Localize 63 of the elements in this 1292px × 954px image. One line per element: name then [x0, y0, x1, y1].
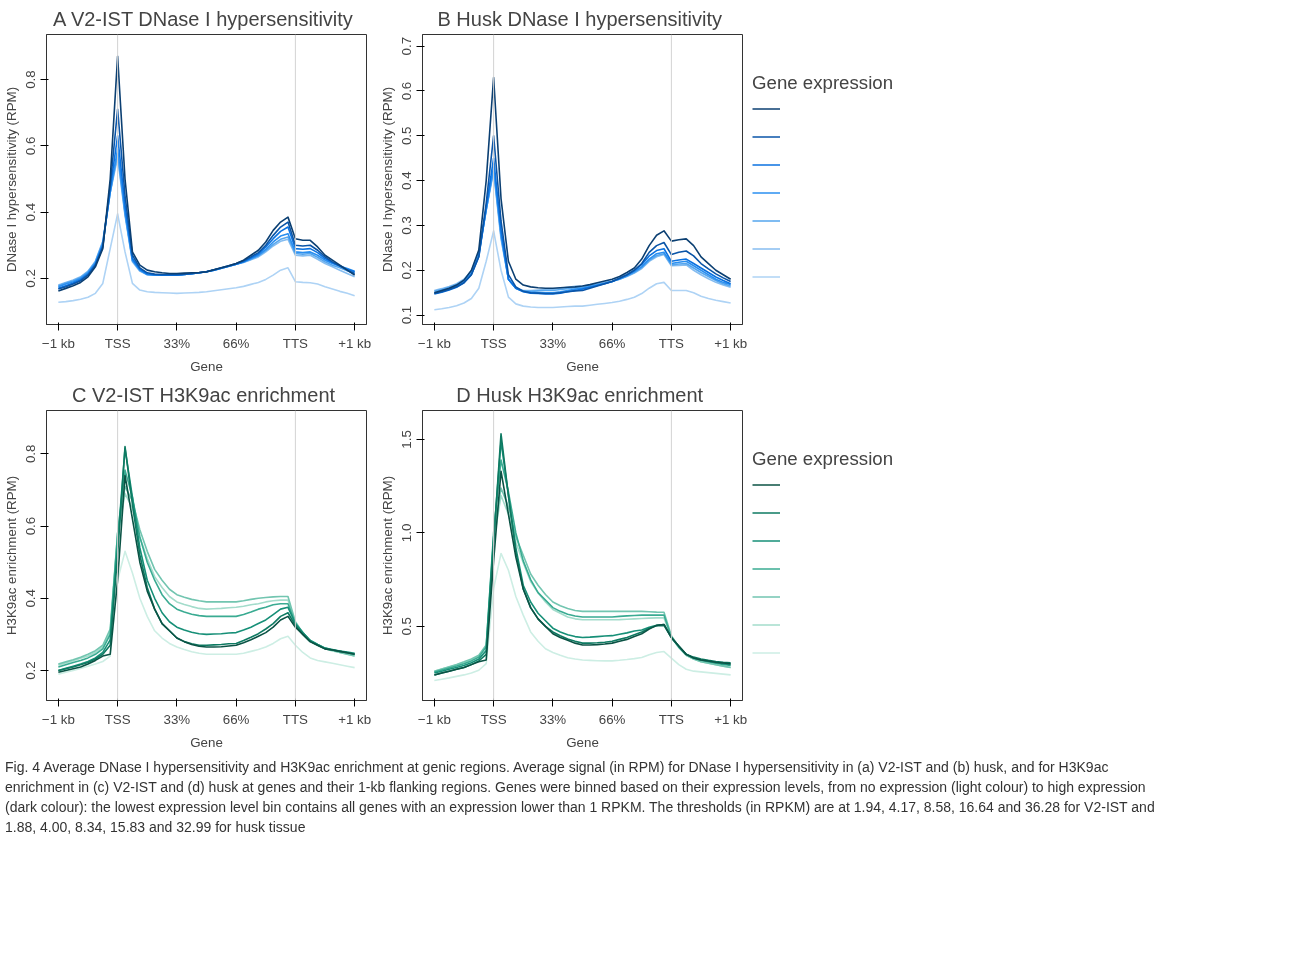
x-tick-label: 66%	[222, 335, 250, 351]
x-tick-label: 33%	[539, 335, 567, 351]
x-tick-label: +1 kb	[714, 335, 748, 351]
x-tick-label: TSS	[104, 335, 131, 351]
y-tick-label: 0.4	[23, 588, 39, 608]
x-tick-label: TTS	[658, 711, 685, 727]
legend-title: Gene expression	[752, 447, 894, 470]
y-tick-label: 0.4	[23, 202, 39, 222]
x-tick-label: 66%	[598, 711, 626, 727]
y-tick-label: 1.5	[399, 430, 415, 449]
y-tick-label: 0.5	[399, 126, 415, 146]
y-tick-label: 1.0	[399, 523, 415, 543]
y-tick-label: 0.2	[23, 661, 39, 680]
line-series	[57, 55, 356, 292]
x-tick-label: TTS	[282, 711, 309, 727]
y-tick-label: 0.2	[23, 269, 39, 288]
x-tick-label: TSS	[104, 711, 131, 727]
x-tick-label: −1 kb	[41, 335, 75, 351]
y-axis-title: DNase I hypersensitivity (RPM)	[379, 86, 395, 273]
chart-title: B Husk DNase I hypersensitivity	[437, 7, 722, 30]
y-tick-label: 0.8	[23, 70, 39, 89]
x-axis-title: Gene	[190, 734, 223, 750]
line-series	[433, 552, 732, 682]
y-axis-title: H3K9ac enrichment (RPM)	[379, 475, 395, 636]
chart-title: D Husk H3K9ac enrichment	[456, 383, 704, 406]
y-tick-label: 0.6	[23, 136, 39, 156]
x-tick-label: 66%	[222, 711, 250, 727]
y-tick-label: 0.6	[399, 81, 415, 101]
y-tick-label: 0.1	[399, 305, 415, 325]
x-tick-label: +1 kb	[338, 335, 372, 351]
chart-title: C V2-IST H3K9ac enrichment	[72, 383, 336, 406]
chart-title: A V2-IST DNase I hypersensitivity	[53, 7, 353, 30]
y-tick-label: 0.2	[399, 261, 415, 280]
x-tick-label: −1 kb	[417, 711, 451, 727]
x-tick-label: 33%	[163, 711, 191, 727]
x-tick-label: 66%	[598, 335, 626, 351]
y-tick-label: 0.8	[23, 444, 39, 464]
x-tick-label: TTS	[658, 335, 685, 351]
y-axis-title: H3K9ac enrichment (RPM)	[3, 475, 19, 636]
y-tick-label: 0.3	[399, 216, 415, 235]
line-series	[57, 213, 356, 304]
y-axis-title: DNase I hypersensitivity (RPM)	[3, 86, 19, 273]
x-tick-label: 33%	[539, 711, 567, 727]
x-tick-label: +1 kb	[338, 711, 372, 727]
x-tick-label: TTS	[282, 335, 309, 351]
x-axis-title: Gene	[566, 358, 599, 374]
x-tick-label: 33%	[163, 335, 191, 351]
x-tick-label: TSS	[480, 335, 507, 351]
line-series	[57, 550, 356, 675]
line-series	[433, 76, 732, 294]
y-tick-label: 0.5	[399, 617, 415, 636]
x-tick-label: TSS	[480, 711, 507, 727]
caption: Fig. 4 Average DNase I hypersensitivity and H3K9ac enrichment at genic regions. Average signal (in RPM) for DNase I hypersensitivity in (a) V2-IST and (b) husk, and for H3K9ac enrichment in (c) V2-IST and (d) husk at genes and their 1-kb flanking regions. Genes were binned based on their expression levels, from no expression (light colour) to high expression (dark colour): the lowest expression level bin contains all genes with an expression lower than 1 RPKM. The thresholds (in RPKM) are at 1.94, 4.17, 8.58, 16.64 and 36.28 for V2-IST and 1.88, 4.00, 8.34, 15.83 and 32.99 for husk tissue	[5, 758, 1155, 837]
y-tick-label: 0.7	[399, 36, 415, 56]
x-axis-title: Gene	[190, 358, 223, 374]
x-tick-label: −1 kb	[41, 711, 75, 727]
y-tick-label: 0.4	[399, 170, 415, 190]
line-series	[433, 230, 732, 311]
x-tick-label: +1 kb	[714, 711, 748, 727]
y-tick-label: 0.6	[23, 516, 39, 536]
x-tick-label: −1 kb	[417, 335, 451, 351]
legend-title: Gene expression	[752, 71, 894, 94]
x-axis-title: Gene	[566, 734, 599, 750]
